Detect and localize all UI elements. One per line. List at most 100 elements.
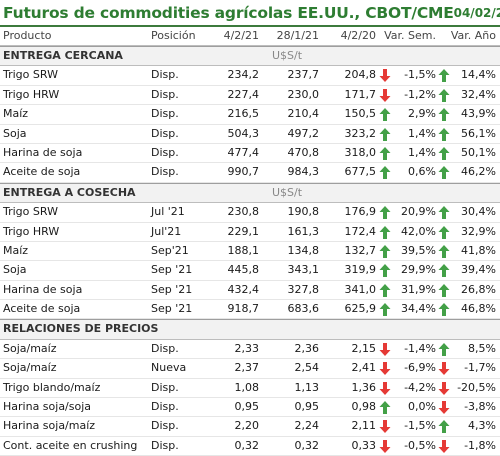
product-name: Harina de soja: [3, 145, 83, 159]
weekly-change: 1,4%: [408, 145, 436, 159]
arrow-up-icon: [438, 166, 450, 180]
arrow-up-icon: [379, 166, 391, 180]
yearly-change: 14,4%: [461, 68, 496, 82]
product-name: Cont. aceite en crushing: [3, 438, 138, 452]
yearly-change: -3,8%: [464, 400, 496, 414]
arrow-up-icon: [438, 225, 450, 239]
price-year-ago: 132,7: [344, 243, 377, 257]
arrow-up-icon: [438, 206, 450, 220]
price-current: 234,2: [227, 68, 260, 82]
position: Sep '21: [151, 282, 193, 296]
price-current: 918,7: [227, 302, 260, 316]
table-row: Trigo SRW Disp. 234,2 237,7 204,8 -1,5% 14,4%: [0, 66, 500, 86]
weekly-change: -1,5%: [404, 68, 436, 82]
price-current: 216,5: [227, 107, 260, 121]
header-var-ano: Var. Año: [450, 29, 496, 42]
arrow-up-icon: [438, 127, 450, 141]
arrow-down-icon: [438, 381, 450, 395]
arrow-up-icon: [438, 420, 450, 434]
price-year-ago: 2,15: [351, 341, 377, 355]
weekly-change: 2,9%: [408, 107, 436, 121]
price-year-ago: 172,4: [344, 224, 377, 238]
price-current: 229,1: [227, 224, 260, 238]
price-week-ago: 0,95: [294, 400, 320, 414]
position: Jul '21: [151, 205, 185, 219]
price-week-ago: 327,8: [287, 282, 320, 296]
price-week-ago: 190,8: [287, 205, 320, 219]
table-row: Trigo HRW Jul'21 229,1 161,3 172,4 42,0% 32,9%: [0, 223, 500, 242]
weekly-change: 42,0%: [401, 224, 436, 238]
page-title: Futuros de commodities agrícolas EE.UU.,…: [3, 3, 454, 22]
arrow-up-icon: [438, 146, 450, 160]
arrow-up-icon: [379, 108, 391, 122]
price-year-ago: 677,5: [344, 165, 377, 179]
price-year-ago: 625,9: [344, 302, 377, 316]
arrow-up-icon: [438, 264, 450, 278]
weekly-change: -1,2%: [404, 87, 436, 101]
price-week-ago: 2,54: [294, 361, 320, 375]
position: Disp.: [151, 126, 179, 140]
arrow-up-icon: [438, 244, 450, 258]
price-year-ago: 319,9: [344, 263, 377, 277]
header-date-3: 4/2/20: [340, 29, 376, 42]
price-year-ago: 0,98: [351, 400, 377, 414]
title-bar: Futuros de commodities agrícolas EE.UU.,…: [0, 0, 500, 27]
table-row: Aceite de soja Disp. 990,7 984,3 677,5 0,6% 46…: [0, 163, 500, 183]
price-current: 2,37: [234, 361, 260, 375]
arrow-up-icon: [379, 206, 391, 220]
price-week-ago: 2,36: [294, 341, 320, 355]
price-year-ago: 150,5: [344, 107, 377, 121]
weekly-change: 39,5%: [401, 243, 436, 257]
price-week-ago: 230,0: [287, 87, 320, 101]
product-name: Trigo HRW: [3, 87, 60, 101]
arrow-up-icon: [379, 303, 391, 317]
arrow-up-icon: [379, 244, 391, 258]
product-name: Trigo HRW: [3, 224, 60, 238]
table-row: Soja Sep '21 445,8 343,1 319,9 29,9% 39,4%: [0, 261, 500, 281]
weekly-change: -1,4%: [404, 341, 436, 355]
product-name: Trigo blando/maíz: [3, 380, 101, 394]
section-title: RELACIONES DE PRECIOS: [3, 322, 159, 336]
yearly-change: 26,8%: [461, 282, 496, 296]
header-producto: Producto: [3, 29, 52, 42]
position: Disp.: [151, 341, 179, 355]
yearly-change: 46,8%: [461, 302, 496, 316]
report-date: 04/02/21: [453, 5, 500, 20]
arrow-up-icon: [379, 127, 391, 141]
price-current: 2,20: [234, 419, 260, 433]
product-name: Harina de soja: [3, 282, 83, 296]
yearly-change: 39,4%: [461, 263, 496, 277]
table-row: Maíz Disp. 216,5 210,4 150,5 2,9% 43,9%: [0, 105, 500, 125]
table-row: Soja/maíz Nueva 2,37 2,54 2,41 -6,9% -1,7%: [0, 359, 500, 379]
arrow-down-icon: [379, 342, 391, 356]
header-posicion: Posición: [151, 29, 196, 42]
table-row: Trigo blando/maíz Disp. 1,08 1,13 1,36 -4,2% -…: [0, 379, 500, 399]
arrow-up-icon: [438, 69, 450, 83]
product-name: Harina soja/soja: [3, 400, 92, 414]
arrow-down-icon: [379, 69, 391, 83]
weekly-change: 20,9%: [401, 205, 436, 219]
price-current: 230,8: [227, 205, 260, 219]
yearly-change: -1,7%: [464, 361, 496, 375]
yearly-change: 43,9%: [461, 107, 496, 121]
price-week-ago: 210,4: [287, 107, 320, 121]
table-body: ENTREGA CERCANA U$S/t Trigo SRW Disp. 234,2 2…: [0, 46, 500, 456]
product-name: Soja/maíz: [3, 361, 57, 375]
price-week-ago: 1,13: [294, 380, 320, 394]
weekly-change: -0,5%: [404, 438, 436, 452]
position: Disp.: [151, 380, 179, 394]
table-row: Trigo HRW Disp. 227,4 230,0 171,7 -1,2% 32,4%: [0, 86, 500, 106]
price-current: 188,1: [227, 243, 260, 257]
price-week-ago: 161,3: [287, 224, 320, 238]
weekly-change: -4,2%: [404, 380, 436, 394]
section-header: RELACIONES DE PRECIOS: [0, 319, 500, 340]
table-row: Harina de soja Disp. 477,4 470,8 318,0 1,4% 50…: [0, 144, 500, 164]
arrow-down-icon: [379, 362, 391, 376]
yearly-change: 32,4%: [461, 87, 496, 101]
header-date-1: 4/2/21: [223, 29, 259, 42]
price-week-ago: 134,8: [287, 243, 320, 257]
table-row: Aceite de soja Sep '21 918,7 683,6 625,9 34,4…: [0, 300, 500, 320]
price-current: 432,4: [227, 282, 260, 296]
position: Sep '21: [151, 302, 193, 316]
